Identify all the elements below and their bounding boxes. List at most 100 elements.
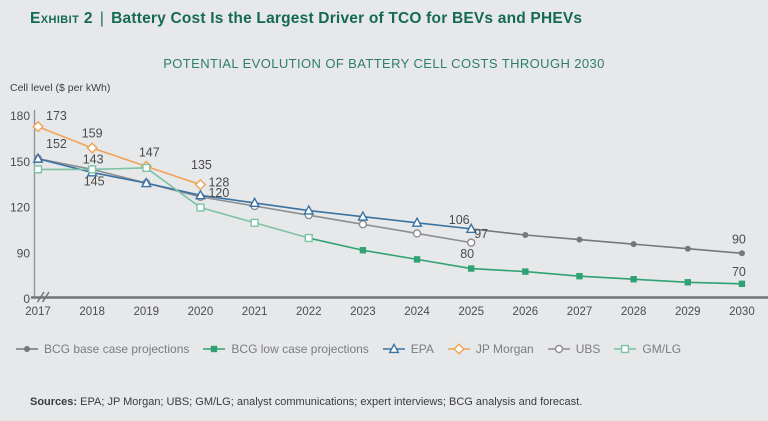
epa-marker	[32, 152, 44, 163]
x-tick-label: 2018	[79, 306, 105, 318]
gm-lg-marker	[88, 165, 97, 174]
series-jp-morgan	[32, 120, 207, 191]
exhibit-number: Exhibit 2	[30, 10, 93, 27]
x-tick-label: 2030	[729, 306, 755, 318]
gm-lg-marker	[33, 165, 43, 174]
bcg-low-legend-marker-icon	[203, 345, 226, 353]
point-label-120: 120	[208, 186, 229, 200]
bcg-low-marker	[522, 268, 529, 275]
bcg-low-marker	[576, 272, 583, 280]
bcg-base-marker	[522, 231, 529, 238]
legend-label: UBS	[575, 342, 601, 356]
x-tick-label: 2028	[621, 306, 647, 318]
epa-legend-marker-icon	[382, 343, 405, 354]
epa-marker	[303, 204, 315, 215]
x-tick-label: 2019	[134, 306, 160, 318]
sources-note: Sources: EPA; JP Morgan; UBS; GM/LG; ana…	[30, 396, 582, 408]
epa-marker	[465, 222, 477, 233]
epa-marker	[194, 189, 206, 200]
exhibit-title: Exhibit 2 | Battery Cost Is the Largest Dr…	[30, 10, 582, 28]
jp-morgan-line	[37, 125, 201, 186]
gm-lg-marker	[250, 218, 259, 227]
legend-item-bcg-low: BCG low case projections	[202, 342, 369, 356]
point-label-128: 128	[208, 176, 229, 190]
legend-item-epa: EPA	[382, 342, 434, 356]
ubs-marker	[358, 220, 368, 229]
legend-item-gm-lg: GM/LG	[613, 342, 681, 356]
point-label-147: 147	[139, 146, 160, 160]
ubs-legend-marker-icon	[547, 344, 570, 354]
point-label-80: 80	[460, 247, 474, 261]
sources-label: Sources:	[30, 396, 78, 408]
series-gm-lg	[33, 163, 313, 243]
bcg-base-line	[471, 228, 743, 255]
gm-lg-legend-marker-icon	[614, 344, 637, 354]
y-tick-label: 120	[10, 201, 30, 215]
bcg-base-marker	[630, 241, 637, 248]
bcg-low-marker	[413, 256, 421, 263]
point-label-106: 106	[449, 213, 470, 227]
point-label-143: 143	[83, 153, 104, 167]
title-separator: |	[99, 10, 105, 27]
point-label-159: 159	[82, 126, 103, 140]
x-tick-label: 2026	[513, 306, 539, 318]
axis-break-mark	[41, 291, 50, 303]
gm-lg-marker	[304, 233, 313, 243]
x-tick-label: 2025	[458, 306, 484, 318]
bcg-low-marker	[630, 276, 637, 283]
epa-marker	[357, 210, 369, 221]
bcg-low-marker	[738, 280, 746, 288]
bcg-low-marker	[684, 279, 691, 286]
legend-label: BCG low case projections	[231, 342, 369, 356]
jp-morgan-legend-marker-icon	[447, 343, 470, 355]
jp-morgan-marker	[86, 142, 98, 154]
bcg-base-marker	[684, 245, 691, 252]
legend-item-ubs: UBS	[547, 342, 601, 356]
legend-label: JP Morgan	[475, 342, 534, 356]
series-bcg-base	[468, 225, 745, 257]
point-label-90: 90	[732, 233, 746, 247]
legend-item-jp-morgan: JP Morgan	[447, 342, 534, 356]
point-label-97: 97	[474, 227, 488, 241]
legend-label: GM/LG	[642, 342, 682, 356]
legend-label: BCG base case projections	[44, 342, 190, 356]
exhibit-headline: Battery Cost Is the Largest Driver of TC…	[111, 10, 583, 27]
epa-marker	[249, 196, 261, 208]
axis-break-mark	[36, 291, 45, 303]
x-tick-label: 2027	[567, 306, 593, 318]
legend-label: EPA	[410, 342, 434, 356]
chart-legend: BCG base case projections BCG low case pr…	[15, 342, 681, 356]
ubs-marker	[412, 229, 422, 238]
jp-morgan-marker	[194, 178, 207, 191]
gm-lg-marker	[142, 163, 151, 172]
bcg-base-marker	[576, 236, 583, 243]
gm-lg-marker	[196, 203, 205, 212]
x-tick-label: 2021	[242, 306, 268, 318]
x-tick-label: 2029	[675, 306, 701, 318]
ubs-marker	[467, 238, 476, 247]
point-label-70: 70	[732, 265, 746, 279]
y-tick-label: 150	[10, 155, 30, 169]
point-label-135: 135	[191, 158, 212, 172]
bcg-low-marker	[468, 265, 475, 272]
y-tick-label: 180	[10, 109, 30, 123]
y-tick-label: 90	[17, 246, 31, 260]
y-tick-label: 0	[23, 292, 30, 306]
point-label-173: 173	[46, 109, 67, 123]
chart-title: POTENTIAL EVOLUTION OF BATTERY CELL COST…	[163, 56, 605, 71]
x-tick-label: 2017	[25, 306, 51, 318]
bcg-base-legend-marker-icon	[16, 346, 38, 352]
epa-marker	[140, 177, 152, 188]
point-label-152: 152	[46, 137, 67, 151]
sources-text: EPA; JP Morgan; UBS; GM/LG; analyst comm…	[77, 396, 583, 408]
epa-marker	[411, 216, 423, 227]
x-tick-label: 2022	[296, 306, 322, 318]
y-axis-title: Cell level ($ per kWh)	[10, 82, 111, 94]
legend-item-bcg-base: BCG base case projections	[15, 342, 189, 356]
x-tick-label: 2023	[350, 306, 376, 318]
jp-morgan-marker	[32, 120, 44, 133]
bcg-low-marker	[359, 247, 367, 254]
point-label-145: 145	[84, 175, 105, 189]
